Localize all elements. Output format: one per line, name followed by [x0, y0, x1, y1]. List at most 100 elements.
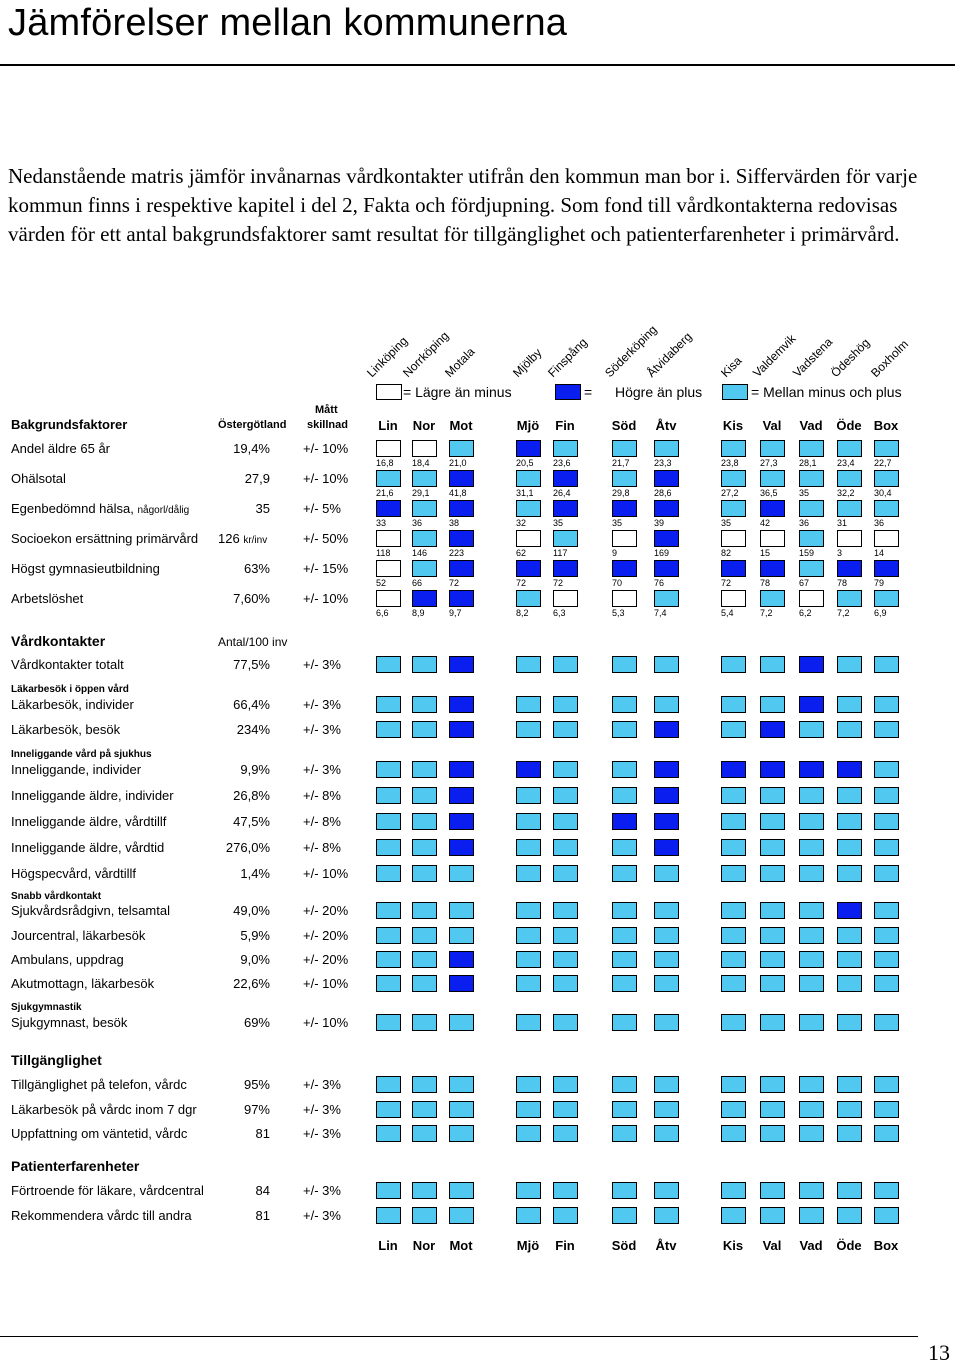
- matrix-cell: [654, 560, 679, 577]
- matrix-cell: [654, 1207, 679, 1224]
- matrix-cell: [449, 839, 474, 856]
- matrix-cell: [516, 721, 541, 738]
- matrix-cell: [837, 1101, 862, 1118]
- cell-value: 3: [837, 548, 843, 558]
- cell-value: 32,2: [837, 488, 855, 498]
- matrix-cell: [412, 440, 437, 457]
- matrix-cell: [721, 1076, 746, 1093]
- matrix-cell: [449, 1101, 474, 1118]
- matrix-cell: [612, 590, 637, 607]
- matrix-cell: [612, 951, 637, 968]
- matrix-cell: [721, 865, 746, 882]
- matrix-cell: [760, 1207, 785, 1224]
- matrix-cell: [721, 839, 746, 856]
- column-abbr: Val: [762, 1238, 782, 1253]
- matrix-cell: [721, 530, 746, 547]
- row-label: Andel äldre 65 år: [11, 441, 110, 456]
- column-abbr: Mjö: [516, 418, 540, 433]
- column-abbr: Fin: [555, 418, 575, 433]
- matrix-cell: [449, 440, 474, 457]
- cell-value: 5,3: [612, 608, 625, 618]
- matrix-cell: [516, 1101, 541, 1118]
- matrix-cell: [376, 1207, 401, 1224]
- cell-value: 79: [874, 578, 885, 588]
- cell-value: 27,3: [760, 458, 778, 468]
- matrix-cell: [412, 590, 437, 607]
- matrix-cell: [654, 590, 679, 607]
- matrix-cell: [412, 696, 437, 713]
- matrix-cell: [516, 839, 541, 856]
- legend-higher-swatch: [555, 384, 581, 400]
- matrix-cell: [553, 927, 578, 944]
- cell-value: 21,6: [376, 488, 394, 498]
- matrix-cell: [612, 787, 637, 804]
- matrix-cell: [553, 813, 578, 830]
- matrix-cell: [412, 1182, 437, 1199]
- cell-value: 118: [376, 548, 391, 558]
- measure-difference: +/- 8%: [303, 788, 341, 803]
- value-text: 7,60%: [233, 591, 270, 606]
- cell-value: 8,9: [412, 608, 425, 618]
- matrix-cell: [553, 1182, 578, 1199]
- matrix-cell: [553, 865, 578, 882]
- ostergotland-value: 126 kr/inv: [218, 531, 280, 546]
- matrix-cell: [874, 1101, 899, 1118]
- ostergotland-value: 5,9%: [240, 928, 270, 943]
- municipality-header: Valdemvik: [750, 331, 799, 380]
- matrix-cell: [760, 951, 785, 968]
- measure-difference: +/- 5%: [303, 501, 341, 516]
- matrix-cell: [799, 470, 824, 487]
- ostergotland-value: 26,8%: [233, 788, 270, 803]
- matrix-cell: [760, 1076, 785, 1093]
- row-label-text: Egenbedömnd hälsa,: [11, 501, 134, 516]
- matrix-cell: [721, 656, 746, 673]
- matrix-cell: [449, 761, 474, 778]
- column-abbr: Box: [873, 418, 899, 433]
- column-abbr: Nor: [412, 1238, 436, 1253]
- matrix-cell: [412, 1101, 437, 1118]
- matrix-cell: [612, 975, 637, 992]
- matrix-cell: [516, 590, 541, 607]
- column-abbr: Mjö: [516, 1238, 540, 1253]
- legend-higher-label: Högre än plus: [615, 384, 703, 400]
- matrix-cell: [654, 951, 679, 968]
- legend-middle-label: = Mellan minus och plus: [751, 384, 902, 400]
- measure-difference: +/- 3%: [303, 657, 341, 672]
- column-abbr: Vad: [799, 418, 823, 433]
- cell-value: 26,4: [553, 488, 571, 498]
- section-lakarbesok-oppen: Läkarbesök i öppen vård: [11, 684, 129, 695]
- matrix-cell: [874, 1014, 899, 1031]
- matrix-cell: [376, 975, 401, 992]
- matrix-cell: [760, 865, 785, 882]
- column-abbr: Öde: [836, 418, 862, 433]
- cell-value: 23,4: [837, 458, 855, 468]
- cell-value: 78: [760, 578, 771, 588]
- matrix-cell: [837, 440, 862, 457]
- matrix-cell: [760, 696, 785, 713]
- ostergotland-value: 22,6%: [233, 976, 270, 991]
- matrix-cell: [412, 902, 437, 919]
- section-snabb-vardkontakt: Snabb vårdkontakt: [11, 891, 102, 902]
- cell-value: 159: [799, 548, 815, 558]
- matrix-cell: [449, 1182, 474, 1199]
- cell-value: 82: [721, 548, 732, 558]
- cell-value: 29,8: [612, 488, 630, 498]
- matrix-cell: [874, 1125, 899, 1142]
- matrix-cell: [760, 1182, 785, 1199]
- column-abbr: Lin: [378, 1238, 398, 1253]
- matrix-cell: [874, 813, 899, 830]
- matrix-cell: [376, 440, 401, 457]
- row-label: Högst gymnasieutbildning: [11, 561, 160, 576]
- cell-value: 28,6: [654, 488, 672, 498]
- ostergotland-value: 9,9%: [240, 762, 270, 777]
- municipality-header: Motala: [442, 344, 478, 380]
- matrix-cell: [449, 590, 474, 607]
- matrix-cell: [553, 440, 578, 457]
- matrix-cell: [553, 1125, 578, 1142]
- matrix-cell: [516, 530, 541, 547]
- measure-difference: +/- 10%: [303, 471, 349, 486]
- matrix-cell: [449, 1207, 474, 1224]
- header-ostergotland: Östergötland: [218, 419, 287, 431]
- matrix-cell: [516, 560, 541, 577]
- matrix-cell: [553, 530, 578, 547]
